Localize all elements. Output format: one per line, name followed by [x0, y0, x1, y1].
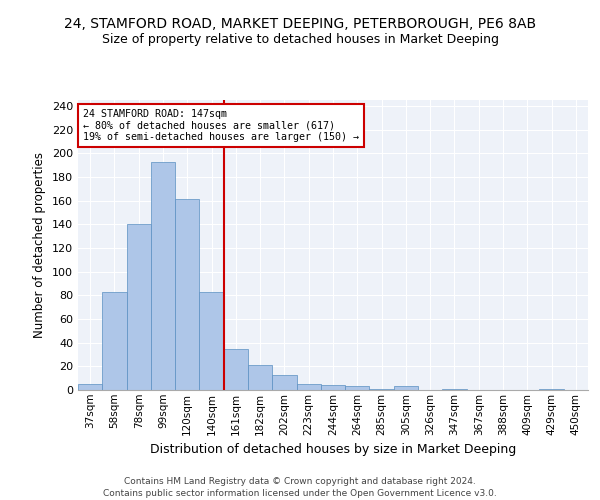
Bar: [151, 162, 175, 390]
Bar: [102, 292, 127, 390]
Bar: [345, 386, 370, 390]
Y-axis label: Number of detached properties: Number of detached properties: [34, 152, 46, 338]
Text: Contains public sector information licensed under the Open Government Licence v3: Contains public sector information licen…: [103, 489, 497, 498]
Bar: [127, 224, 151, 390]
Bar: [175, 200, 199, 390]
Bar: [272, 374, 296, 390]
Text: 24, STAMFORD ROAD, MARKET DEEPING, PETERBOROUGH, PE6 8AB: 24, STAMFORD ROAD, MARKET DEEPING, PETER…: [64, 18, 536, 32]
Bar: [321, 386, 345, 390]
Bar: [370, 389, 394, 390]
Text: 24 STAMFORD ROAD: 147sqm
← 80% of detached houses are smaller (617)
19% of semi-: 24 STAMFORD ROAD: 147sqm ← 80% of detach…: [83, 108, 359, 142]
X-axis label: Distribution of detached houses by size in Market Deeping: Distribution of detached houses by size …: [150, 443, 516, 456]
Bar: [296, 384, 321, 390]
Text: Contains HM Land Registry data © Crown copyright and database right 2024.: Contains HM Land Registry data © Crown c…: [124, 478, 476, 486]
Bar: [442, 389, 467, 390]
Bar: [78, 384, 102, 390]
Bar: [394, 386, 418, 390]
Bar: [248, 365, 272, 390]
Text: Size of property relative to detached houses in Market Deeping: Size of property relative to detached ho…: [101, 32, 499, 46]
Bar: [199, 292, 224, 390]
Bar: [539, 389, 564, 390]
Bar: [224, 348, 248, 390]
